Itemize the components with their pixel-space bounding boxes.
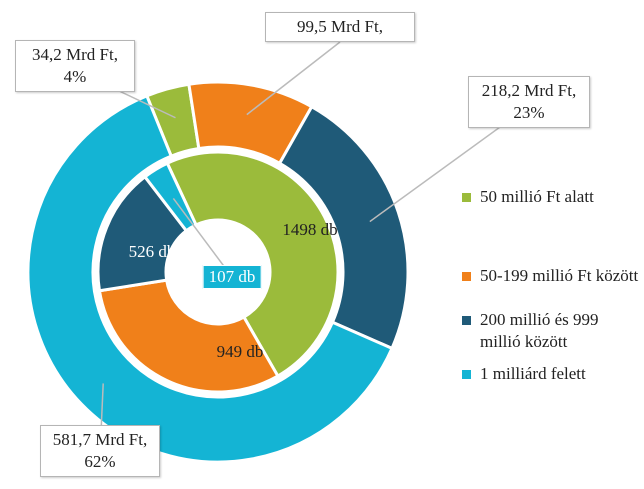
donut-slice	[96, 174, 189, 293]
legend-swatch	[462, 370, 471, 379]
legend-swatch	[462, 193, 471, 202]
legend-label: 50 millió Ft alatt	[480, 187, 594, 206]
data-label: 34,2 Mrd Ft, 4%	[15, 40, 135, 92]
data-label: 581,7 Mrd Ft, 62%	[40, 425, 160, 477]
data-label: 1498 db	[282, 220, 338, 239]
callout-pointer	[246, 41, 341, 116]
donut-slice	[165, 150, 340, 379]
legend-entry: 50 millió Ft alatt	[462, 186, 642, 208]
legend-swatch	[462, 272, 471, 281]
legend-label: 1 milliárd felett	[480, 364, 586, 383]
donut-slice	[26, 93, 394, 464]
legend-label: 50-199 millió Ft között	[480, 266, 639, 285]
data-label: 949 db	[216, 342, 264, 361]
callout-pointer	[172, 198, 233, 278]
data-label: 99,5 Mrd Ft,	[265, 12, 415, 42]
donut-slice	[97, 278, 280, 394]
donut-slice	[277, 104, 410, 351]
data-label: 526 db	[128, 242, 176, 261]
legend-swatch	[462, 316, 471, 325]
legend-entry: 200 millió és 999 millió között	[462, 309, 642, 353]
donut-slice	[142, 161, 199, 233]
legend-entry: 50-199 millió Ft között	[462, 265, 642, 287]
legend-label: 200 millió és 999 millió között	[480, 310, 599, 351]
data-label: 218,2 Mrd Ft, 23%	[468, 76, 590, 128]
data-label: 107 db	[202, 265, 262, 289]
legend-entry: 1 milliárd felett	[462, 363, 642, 385]
